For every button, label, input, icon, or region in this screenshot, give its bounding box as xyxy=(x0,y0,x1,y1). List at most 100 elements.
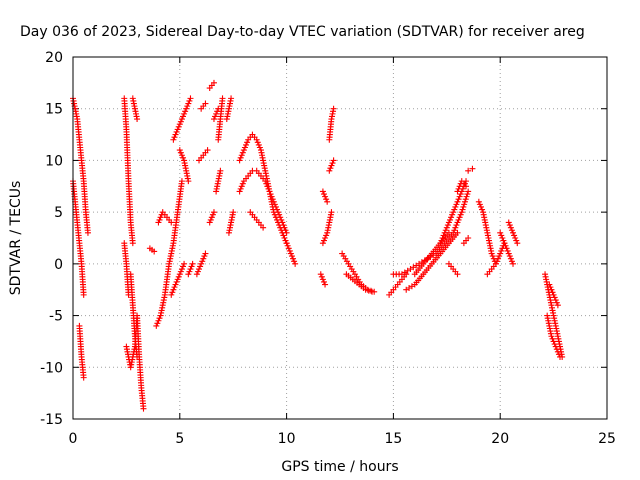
data-point xyxy=(275,209,282,216)
data-point xyxy=(506,222,513,229)
data-point xyxy=(464,191,471,198)
x-tick-label: 15 xyxy=(384,431,402,447)
data-point xyxy=(476,201,483,208)
data-point xyxy=(174,126,181,133)
data-point xyxy=(554,302,561,309)
data-point xyxy=(488,250,495,257)
data-point xyxy=(177,268,184,275)
data-point xyxy=(500,237,507,244)
data-point xyxy=(365,287,372,294)
data-point xyxy=(168,219,175,226)
data-point xyxy=(174,276,181,283)
data-point xyxy=(453,201,460,208)
data-point xyxy=(210,209,217,216)
data-point xyxy=(507,224,514,231)
data-point xyxy=(455,216,462,223)
data-point xyxy=(317,271,324,278)
data-point xyxy=(156,315,163,322)
data-point xyxy=(228,95,235,102)
data-point xyxy=(455,185,462,192)
data-point xyxy=(362,286,369,293)
data-point xyxy=(477,203,484,210)
data-point xyxy=(188,263,195,270)
data-point xyxy=(551,341,558,348)
data-point xyxy=(330,157,337,164)
data-point xyxy=(508,227,515,234)
data-point xyxy=(444,222,451,229)
data-point xyxy=(183,105,190,112)
data-point xyxy=(497,229,504,236)
data-point xyxy=(438,237,445,244)
data-point xyxy=(454,229,461,236)
data-point xyxy=(196,266,203,273)
data-point xyxy=(239,149,246,156)
y-tick-label: -15 xyxy=(40,412,63,428)
data-point xyxy=(193,271,200,278)
data-point xyxy=(458,209,465,216)
data-point xyxy=(194,268,201,275)
data-point xyxy=(151,248,158,255)
data-point xyxy=(198,260,205,267)
data-point xyxy=(441,229,448,236)
data-point xyxy=(207,216,214,223)
data-point xyxy=(280,232,287,239)
data-point xyxy=(178,116,185,123)
data-point xyxy=(465,235,472,241)
data-point xyxy=(134,353,141,360)
data-point xyxy=(175,273,182,280)
data-point xyxy=(209,211,216,218)
data-point xyxy=(454,188,461,195)
x-tick-label: 10 xyxy=(278,431,296,447)
data-point xyxy=(462,196,469,203)
data-point xyxy=(177,118,184,125)
data-point xyxy=(454,198,461,205)
data-point xyxy=(507,255,514,262)
data-point xyxy=(549,335,556,342)
data-point xyxy=(452,203,459,210)
data-point xyxy=(157,214,164,221)
data-point xyxy=(456,193,463,200)
data-point xyxy=(549,289,556,296)
data-point xyxy=(501,240,508,247)
data-point xyxy=(510,260,517,267)
data-point xyxy=(284,242,291,249)
data-point xyxy=(173,278,180,285)
data-point xyxy=(240,147,247,154)
data-point xyxy=(271,201,278,208)
data-point xyxy=(277,214,284,221)
x-tick-labels: 0 5 10 15 20 25 xyxy=(69,431,616,447)
data-point xyxy=(285,245,292,252)
data-point xyxy=(550,338,557,345)
data-point xyxy=(452,224,459,231)
data-point xyxy=(155,219,162,226)
data-point xyxy=(255,141,262,148)
data-point xyxy=(80,374,87,381)
data-point xyxy=(439,235,446,241)
data-point xyxy=(447,216,454,223)
data-point xyxy=(170,286,177,293)
data-point xyxy=(263,180,270,187)
data-point xyxy=(557,353,564,360)
y-tick-label: 15 xyxy=(45,102,63,118)
data-point xyxy=(454,271,461,278)
data-point xyxy=(292,260,299,267)
data-point xyxy=(326,167,333,174)
data-point xyxy=(552,343,559,350)
data-point xyxy=(463,183,470,190)
data-point xyxy=(254,139,261,146)
data-point xyxy=(286,247,293,254)
data-point xyxy=(511,232,518,239)
data-point xyxy=(178,152,185,159)
y-axis-label: SDTVAR / TECUs xyxy=(8,181,24,296)
data-point xyxy=(555,351,562,358)
data-point xyxy=(502,242,509,249)
y-tick-label: 10 xyxy=(45,153,63,169)
data-point xyxy=(319,240,326,247)
data-point xyxy=(260,224,267,231)
data-point xyxy=(171,284,178,291)
data-point xyxy=(280,222,287,229)
data-point xyxy=(512,235,519,241)
data-point xyxy=(230,209,237,216)
data-point xyxy=(456,183,463,190)
data-point xyxy=(498,232,505,239)
